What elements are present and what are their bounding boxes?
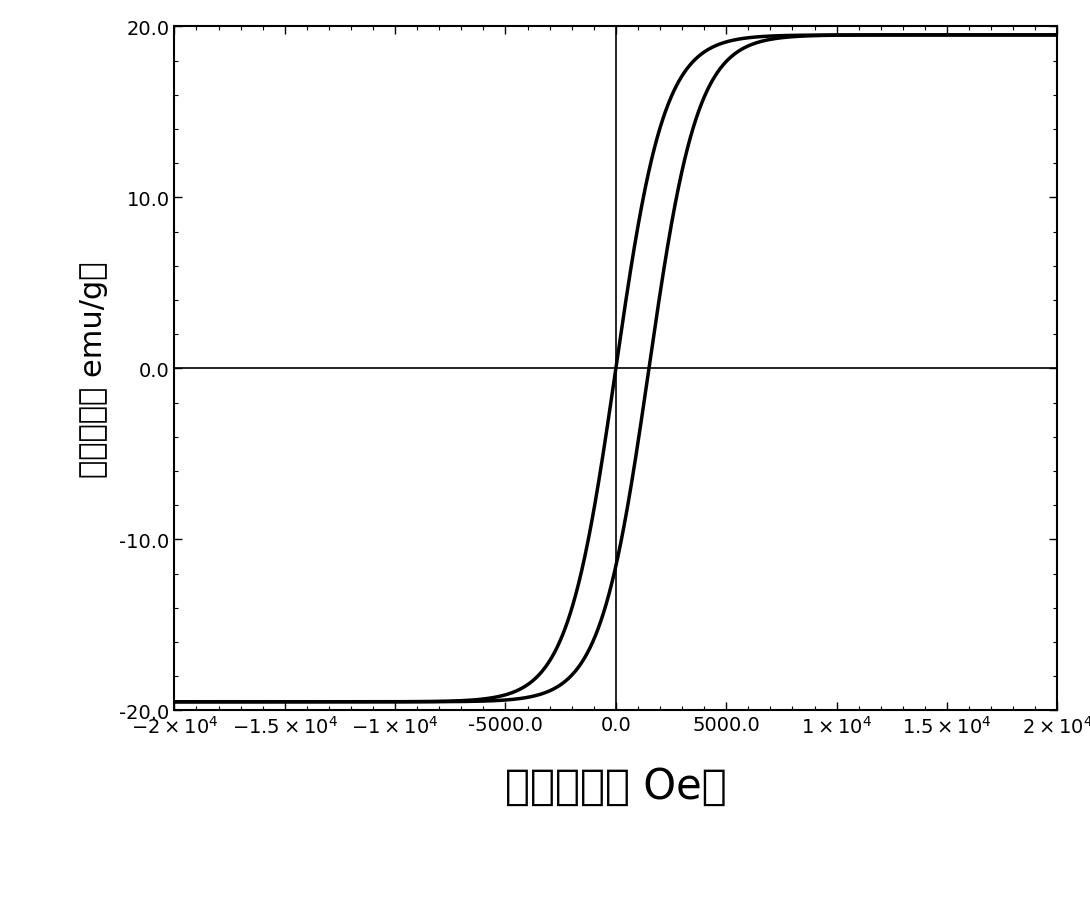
X-axis label: 磁场强度［ Oe］: 磁场强度［ Oe］ xyxy=(505,765,727,807)
Y-axis label: 磁化强度［ emu/g］: 磁化强度［ emu/g］ xyxy=(80,261,108,477)
